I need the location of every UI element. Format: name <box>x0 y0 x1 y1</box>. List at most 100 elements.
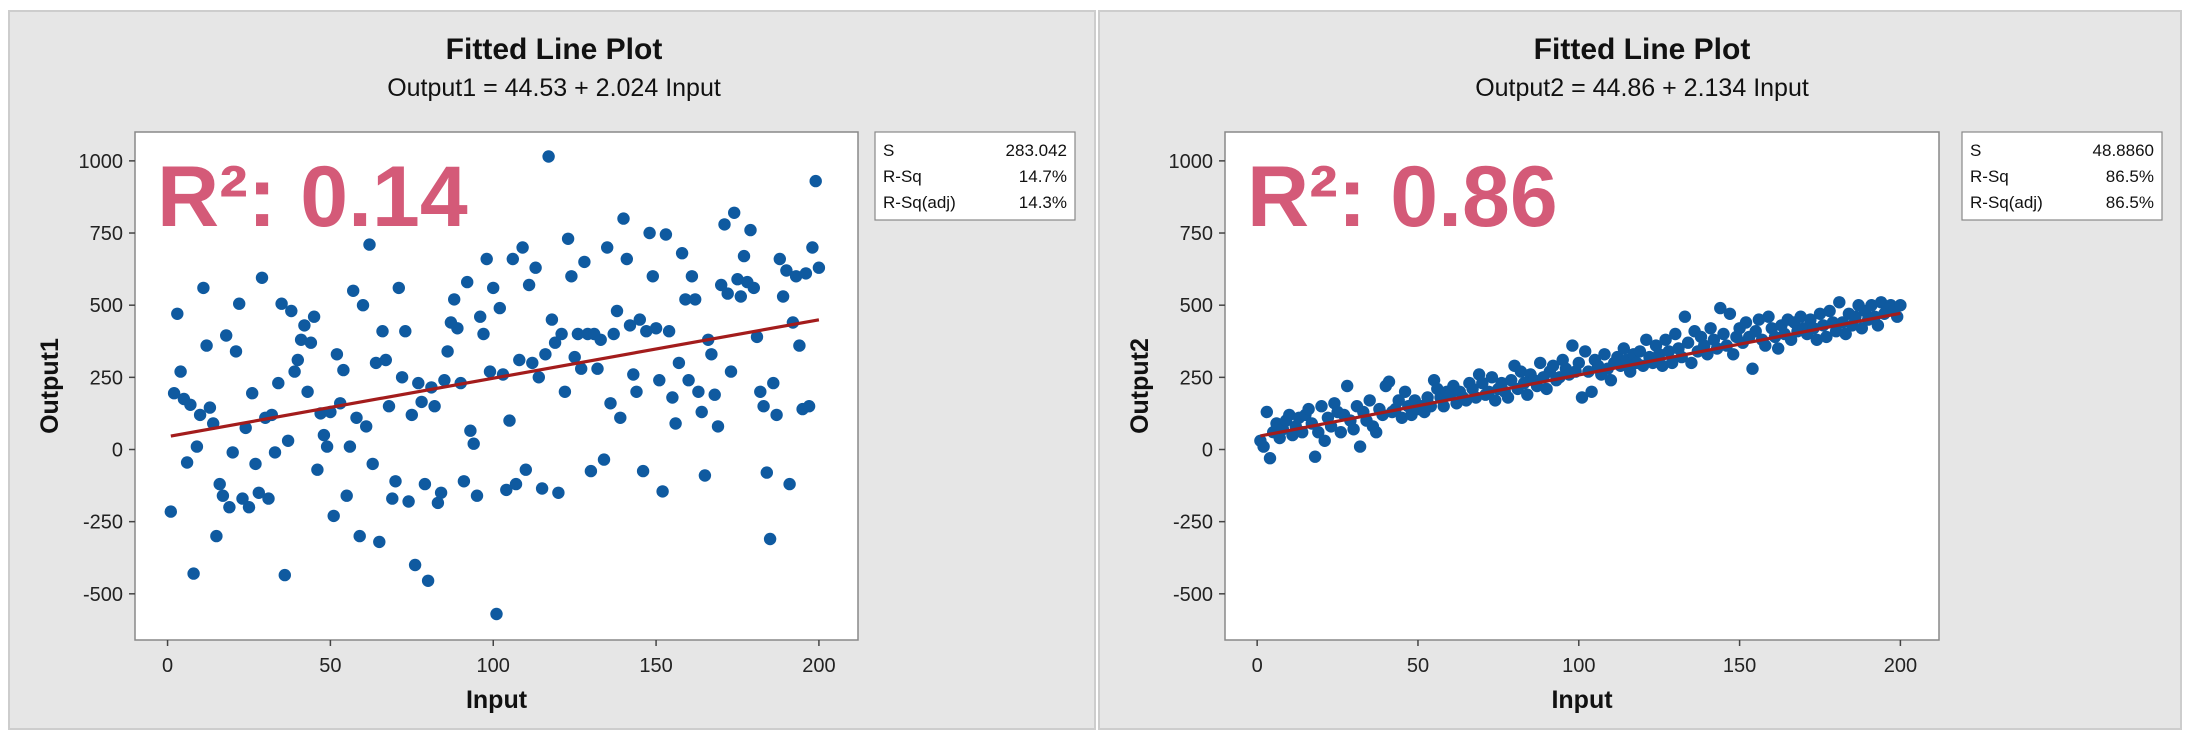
data-point <box>604 397 617 410</box>
data-point <box>662 325 676 338</box>
data-point <box>223 501 236 514</box>
data-point <box>200 339 213 352</box>
data-point <box>721 287 734 300</box>
data-point <box>457 475 471 488</box>
data-point <box>304 336 318 349</box>
data-point <box>330 348 344 361</box>
data-point <box>679 293 692 306</box>
data-point <box>656 485 669 498</box>
fitted-line <box>170 318 820 438</box>
data-point <box>548 336 562 349</box>
r-squared-annotation: R²: 0.86 <box>1247 149 1558 245</box>
data-point <box>607 327 620 341</box>
data-point <box>399 325 412 338</box>
data-point <box>369 356 383 370</box>
data-point <box>757 400 770 413</box>
right-panel: Fitted Line Plot Output2 = 44.86 + 2.134 … <box>1098 10 2182 730</box>
data-point <box>1382 375 1396 388</box>
data-point <box>298 319 311 332</box>
data-point <box>1489 394 1502 407</box>
data-point <box>542 150 555 163</box>
data-point <box>1681 336 1695 349</box>
data-point <box>1521 388 1534 401</box>
data-point <box>220 329 233 342</box>
data-point <box>363 238 376 251</box>
data-point <box>405 408 418 422</box>
x-tick-label: 50 <box>1407 655 1429 677</box>
data-point <box>692 385 705 398</box>
data-point <box>705 348 718 361</box>
data-point <box>806 241 819 254</box>
data-point <box>216 489 230 502</box>
data-point <box>1772 342 1785 355</box>
data-point <box>193 408 207 422</box>
x-tick-label: 100 <box>477 655 510 677</box>
data-point <box>1579 345 1592 358</box>
data-point <box>737 249 751 263</box>
data-point <box>780 264 793 277</box>
chart-subtitle: Output1 = 44.53 + 2.024 Input <box>387 74 721 102</box>
data-point <box>1617 342 1630 355</box>
data-point <box>281 434 295 447</box>
data-point <box>1318 434 1331 447</box>
data-point <box>1347 423 1360 436</box>
data-point <box>1575 391 1589 404</box>
data-point <box>620 252 633 266</box>
data-point <box>1585 385 1598 398</box>
y-tick-label: -250 <box>83 512 123 534</box>
chart-title: Fitted Line Plot <box>1534 33 1751 66</box>
x-axis-label: Input <box>1551 686 1613 714</box>
data-point <box>1640 333 1653 346</box>
data-point <box>1746 362 1759 375</box>
data-point <box>317 428 331 442</box>
data-point <box>776 290 790 303</box>
data-point <box>1260 405 1273 419</box>
data-point <box>1723 307 1737 320</box>
data-point <box>682 374 695 387</box>
data-point <box>408 558 422 572</box>
data-point <box>561 232 575 245</box>
data-point <box>1501 391 1515 404</box>
data-point <box>646 270 659 283</box>
data-point <box>545 313 559 326</box>
data-point <box>474 310 487 323</box>
data-point <box>1823 304 1836 318</box>
data-point <box>376 325 389 338</box>
data-point <box>555 327 568 341</box>
data-point <box>1762 310 1775 323</box>
data-point <box>392 281 405 295</box>
data-point <box>1476 376 1489 390</box>
data-point <box>744 223 757 237</box>
y-tick-label: 750 <box>90 223 123 245</box>
data-point <box>591 362 604 375</box>
data-point <box>262 492 275 505</box>
data-point <box>708 388 721 401</box>
data-point <box>653 374 666 387</box>
stats-value: 86.5% <box>2106 193 2154 212</box>
data-point <box>675 247 689 260</box>
data-point <box>539 348 552 361</box>
data-point <box>623 319 637 332</box>
data-point <box>464 424 477 437</box>
data-point <box>1794 310 1807 323</box>
data-point <box>594 333 607 346</box>
y-tick-label: -500 <box>1173 584 1213 606</box>
data-point <box>526 356 539 370</box>
data-point <box>1813 307 1827 320</box>
data-point <box>750 330 764 344</box>
data-point <box>1505 374 1518 387</box>
data-point <box>246 387 259 400</box>
data-point <box>734 290 747 303</box>
data-point <box>630 385 643 398</box>
data-point <box>226 446 239 459</box>
data-point <box>1659 333 1672 346</box>
data-point <box>278 568 291 582</box>
stats-box <box>1961 131 2163 221</box>
data-point <box>311 463 324 476</box>
data-point <box>382 400 396 413</box>
data-point <box>203 401 217 414</box>
data-point <box>307 310 321 323</box>
data-point <box>568 350 581 364</box>
data-point <box>1820 330 1833 344</box>
data-point <box>532 371 545 384</box>
